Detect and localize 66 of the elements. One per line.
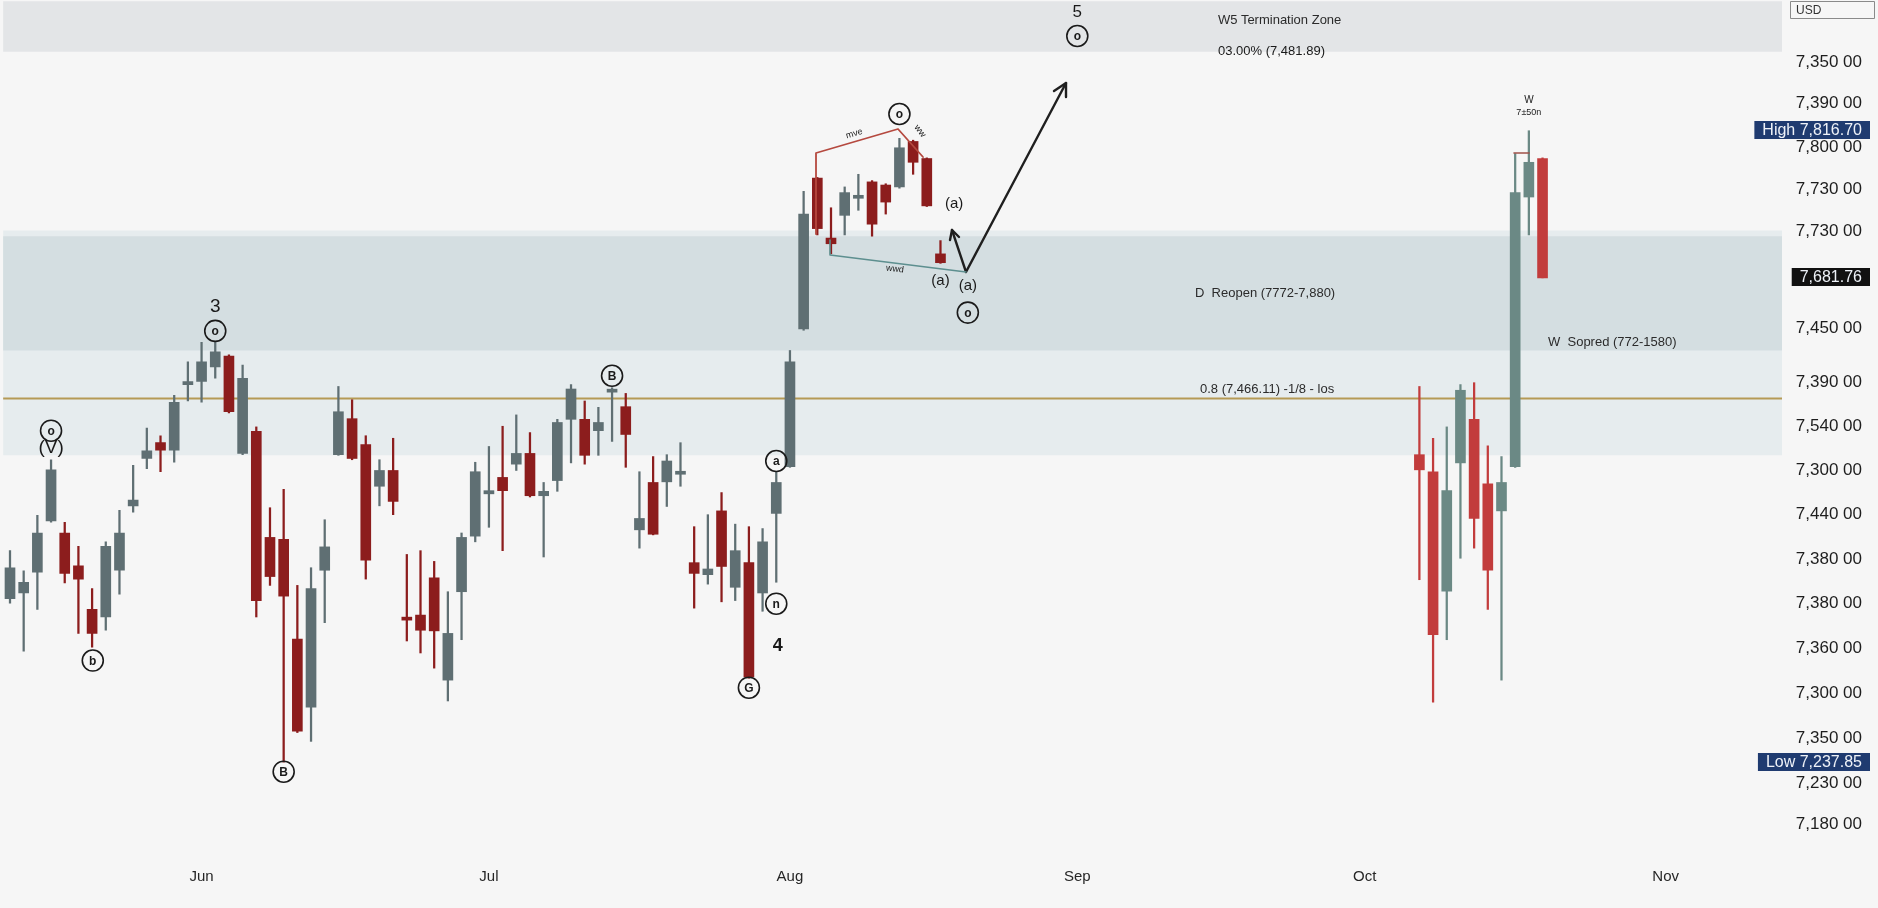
text: 7,390 00 (1795, 92, 1862, 112)
text: USD (1796, 2, 1822, 17)
text: 7,800 00 (1795, 136, 1862, 156)
band-label: W Sopred (772-1580) (1548, 334, 1677, 350)
candlestick (196, 341, 207, 403)
ref-line-label: 0.8 (7,466.11) -1/8 - los (1200, 380, 1335, 396)
candlestick (675, 442, 686, 487)
text: 7,360 00 (1795, 637, 1862, 657)
text: 7,380 00 (1795, 548, 1862, 568)
text: 7,681.76 (1799, 268, 1863, 286)
annotation: o (211, 324, 219, 339)
text: W (1524, 93, 1535, 105)
annotation: (a) (958, 276, 978, 294)
text: 5 (1072, 1, 1083, 21)
text: 7,350 00 (1795, 727, 1862, 747)
text: 7,730 00 (1795, 178, 1862, 198)
text: 03.00% (7,481.89) (1218, 42, 1325, 58)
annotation: 3 (209, 295, 221, 317)
text: o (1073, 29, 1081, 44)
annotation: b (89, 653, 97, 668)
band-label: D Reopen (7772-7,880) (1195, 284, 1336, 300)
text: 7,440 00 (1795, 503, 1862, 523)
annotation: n (772, 597, 780, 612)
text: 7,380 00 (1795, 592, 1862, 612)
annotation: (a) (931, 271, 950, 289)
candlestick (497, 425, 508, 551)
x-tick-label: Sep (1063, 867, 1091, 885)
annotation: High 7,816.70 (1762, 121, 1863, 139)
annotation: o (47, 424, 55, 438)
annotation: o (964, 305, 972, 320)
x-tick-label: Aug (776, 867, 804, 885)
annotation: a (772, 454, 780, 469)
candlestick (853, 173, 864, 211)
text: 7,390 00 (1795, 371, 1862, 391)
annotation: 4 (772, 634, 783, 655)
candlestick (1414, 386, 1425, 581)
candlestick (415, 550, 426, 654)
candlestick (1496, 456, 1507, 681)
candlestick (634, 471, 645, 549)
text: 7,300 00 (1795, 682, 1862, 702)
text: 7,540 00 (1795, 415, 1862, 435)
annotation: wwd (884, 262, 905, 275)
annotation: B (607, 369, 617, 384)
annotation: (V) (38, 436, 64, 458)
x-tick-label: Jul (479, 867, 499, 885)
annotation: ww (911, 121, 929, 140)
text: 7,350 00 (1795, 51, 1862, 71)
candlestick (155, 435, 166, 473)
band-label: W5 Termination Zone (1218, 12, 1342, 28)
text: 7,230 00 (1795, 772, 1862, 792)
text: 7,300 00 (1795, 459, 1862, 479)
annotation: mve (844, 126, 864, 141)
text: 7,730 00 (1795, 220, 1862, 240)
text: o (895, 107, 904, 122)
candlestick (73, 545, 84, 634)
x-tick-label: Oct (1352, 867, 1378, 885)
annotation: B (279, 765, 289, 780)
annotation: (a) (944, 194, 964, 212)
annotation: Low 7,237.85 (1765, 753, 1863, 771)
text: 7,180 00 (1795, 813, 1862, 833)
x-tick-label: Jun (189, 867, 214, 885)
text: 7±50n (1516, 107, 1542, 118)
x-tick-label: Nov (1652, 867, 1680, 885)
candlestick (593, 406, 604, 456)
annotation: G (744, 681, 754, 696)
text: 7,450 00 (1795, 317, 1862, 337)
